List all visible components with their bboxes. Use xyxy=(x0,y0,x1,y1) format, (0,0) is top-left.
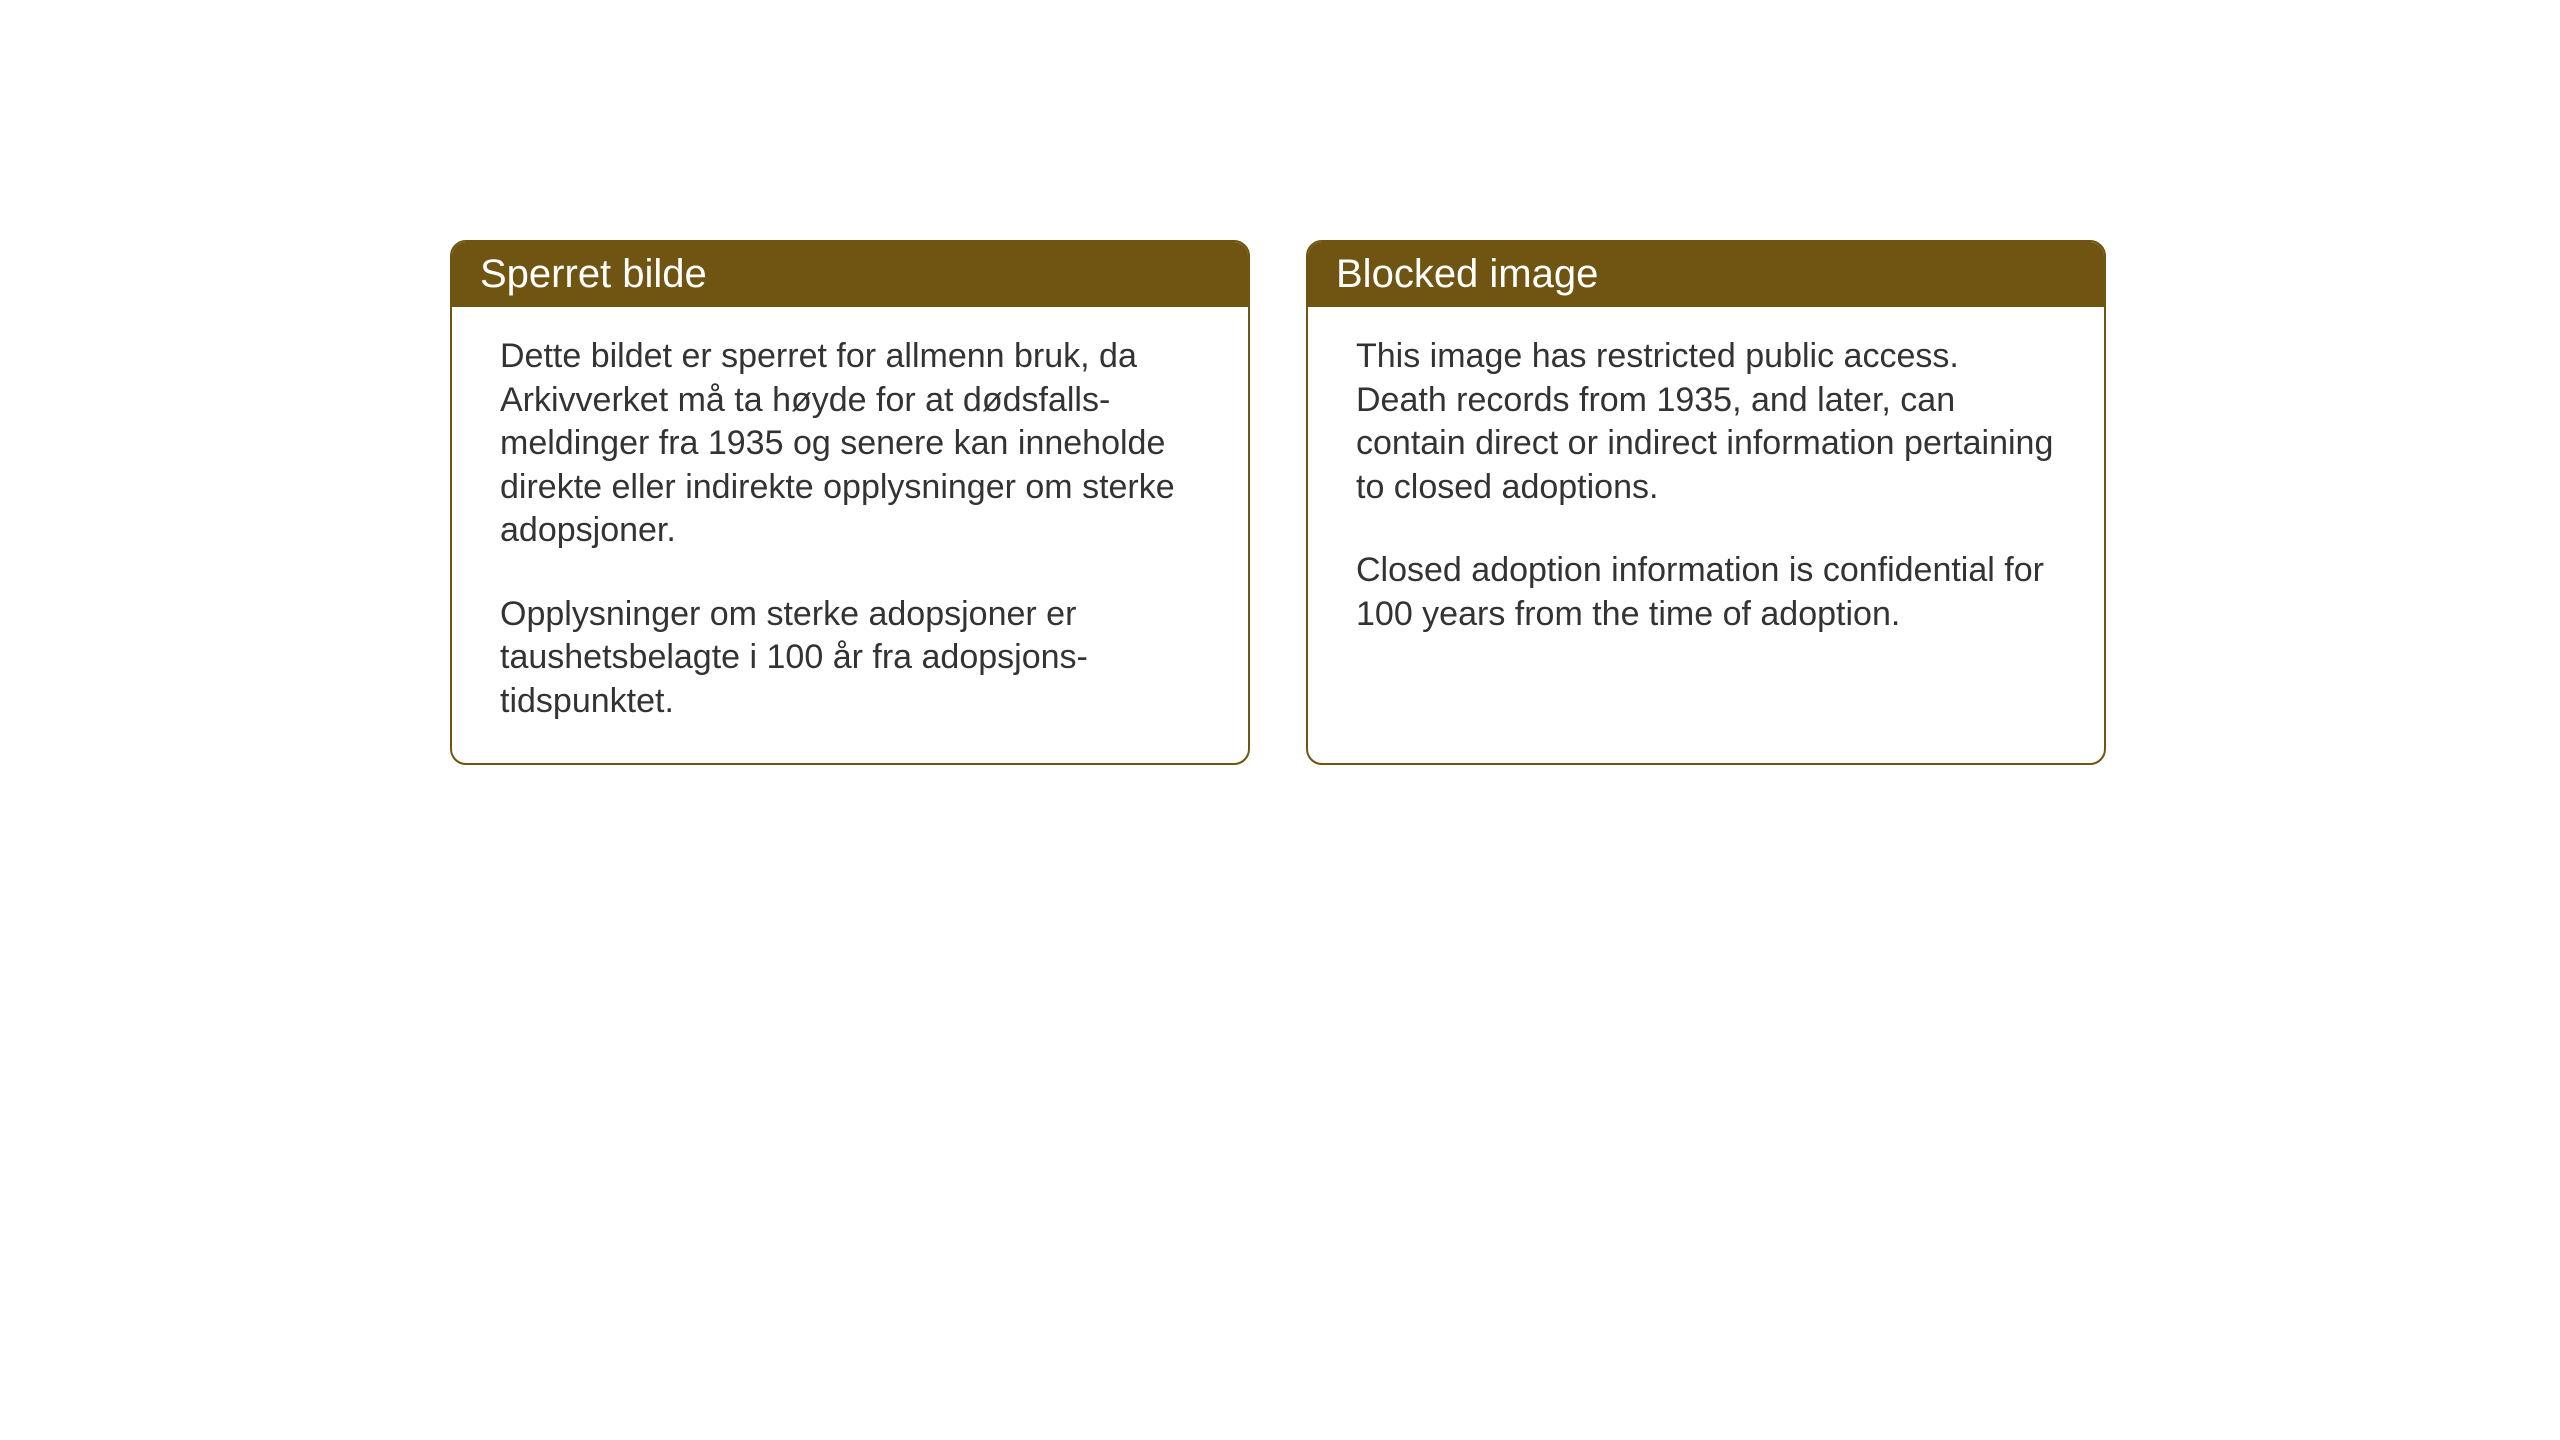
notice-paragraph-2-english: Closed adoption information is confident… xyxy=(1356,549,2056,636)
notice-body-norwegian: Dette bildet er sperret for allmenn bruk… xyxy=(452,307,1248,763)
notice-paragraph-1-english: This image has restricted public access.… xyxy=(1356,335,2056,509)
notice-title-norwegian: Sperret bilde xyxy=(480,252,707,296)
notice-body-english: This image has restricted public access.… xyxy=(1308,307,2104,676)
notice-title-english: Blocked image xyxy=(1336,252,1598,296)
notice-paragraph-1-norwegian: Dette bildet er sperret for allmenn bruk… xyxy=(500,335,1200,553)
notice-card-norwegian: Sperret bilde Dette bildet er sperret fo… xyxy=(450,240,1250,765)
notice-card-english: Blocked image This image has restricted … xyxy=(1306,240,2106,765)
notice-container: Sperret bilde Dette bildet er sperret fo… xyxy=(450,240,2106,765)
notice-paragraph-2-norwegian: Opplysninger om sterke adopsjoner er tau… xyxy=(500,593,1200,724)
notice-header-english: Blocked image xyxy=(1308,242,2104,307)
notice-header-norwegian: Sperret bilde xyxy=(452,242,1248,307)
